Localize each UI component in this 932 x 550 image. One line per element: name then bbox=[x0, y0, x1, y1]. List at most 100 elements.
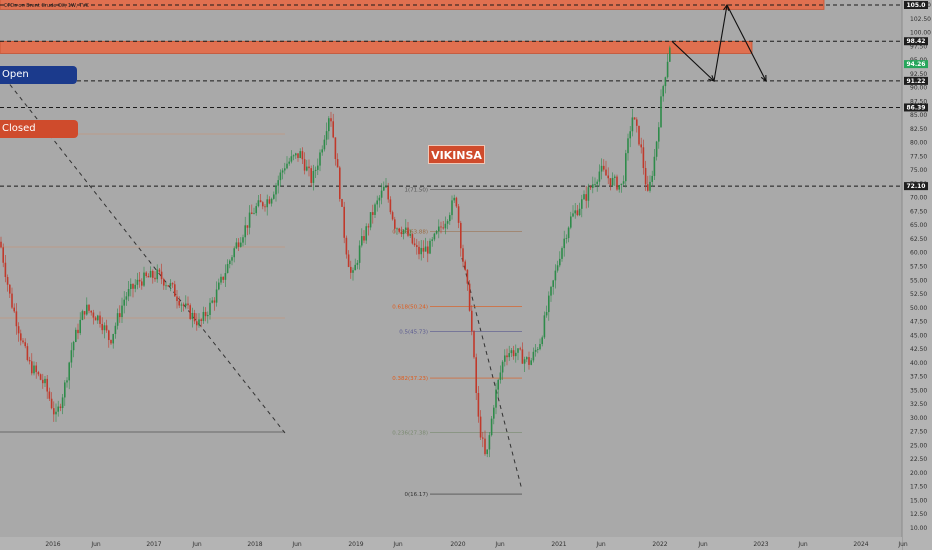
fib-level-label: 0.5(45.73) bbox=[399, 329, 428, 335]
price-label-text: 91.22 bbox=[907, 78, 926, 85]
candle-body bbox=[497, 379, 499, 390]
candle-body bbox=[649, 181, 651, 191]
candle-body bbox=[572, 213, 574, 217]
candle-body bbox=[64, 382, 66, 398]
candle-body bbox=[218, 282, 220, 290]
candle-body bbox=[299, 151, 301, 158]
brand-label: VIKINSA bbox=[428, 145, 485, 164]
price-tick-label: 90.00 bbox=[910, 85, 927, 92]
candle-body bbox=[422, 247, 425, 252]
candle-body bbox=[231, 257, 233, 261]
candle-body bbox=[119, 313, 121, 318]
price-tick-label: 40.00 bbox=[910, 360, 927, 367]
price-tick-label: 17.50 bbox=[910, 484, 927, 491]
candle-body bbox=[312, 170, 315, 183]
candle-body bbox=[563, 238, 565, 249]
candle-body bbox=[457, 206, 460, 223]
price-label-box bbox=[904, 1, 928, 9]
candle-body bbox=[394, 219, 396, 229]
candle-body bbox=[429, 240, 431, 254]
candle-body bbox=[182, 304, 185, 306]
candle-body bbox=[556, 265, 559, 271]
candle-body bbox=[59, 406, 62, 409]
price-tick-label: 37.50 bbox=[910, 374, 927, 381]
candle-body bbox=[653, 156, 656, 176]
candle-body bbox=[339, 167, 341, 200]
candle-body bbox=[143, 272, 145, 286]
candle-body bbox=[378, 197, 381, 201]
candle-body bbox=[277, 180, 279, 186]
candle-body bbox=[662, 86, 664, 97]
time-tick-label: 2021 bbox=[551, 541, 566, 548]
candle-body bbox=[279, 172, 282, 181]
fib-level-label: 1(71.50) bbox=[404, 187, 428, 193]
candle-body bbox=[627, 138, 629, 154]
candle-body bbox=[369, 212, 372, 228]
resistance-zone bbox=[0, 40, 753, 54]
candle-body bbox=[158, 269, 161, 272]
candle-body bbox=[405, 227, 407, 230]
candle-body bbox=[666, 61, 669, 78]
price-label-box bbox=[904, 182, 928, 191]
candle-body bbox=[545, 312, 548, 316]
price-tick-label: 55.00 bbox=[910, 277, 927, 284]
candle-body bbox=[46, 378, 48, 392]
candle-body bbox=[200, 319, 202, 321]
price-tick-label: 97.50 bbox=[910, 43, 927, 50]
candle-body bbox=[598, 171, 601, 182]
candle-body bbox=[554, 270, 557, 281]
candle-body bbox=[534, 349, 537, 352]
candle-body bbox=[372, 212, 374, 215]
candle-body bbox=[2, 247, 4, 263]
candle-body bbox=[528, 357, 530, 365]
time-tick-label: Jun bbox=[897, 541, 908, 548]
price-tick-label: 47.50 bbox=[910, 319, 927, 326]
candle-body bbox=[561, 248, 563, 259]
candle-body bbox=[101, 323, 103, 331]
candle-body bbox=[669, 47, 671, 62]
price-tick-label: 92.50 bbox=[910, 71, 927, 78]
candle-body bbox=[226, 264, 229, 274]
candle-body bbox=[354, 264, 356, 271]
candle-body bbox=[620, 183, 623, 186]
candle-body bbox=[97, 315, 99, 321]
candle-body bbox=[385, 186, 387, 188]
candle-body bbox=[499, 372, 502, 380]
candle-body bbox=[156, 269, 158, 280]
price-tick-label: 32.50 bbox=[910, 401, 927, 408]
candle-body bbox=[490, 418, 493, 436]
candle-body bbox=[72, 341, 75, 351]
candle-body bbox=[640, 144, 642, 148]
candle-body bbox=[550, 286, 552, 296]
time-tick-label: Jun bbox=[90, 541, 101, 548]
projection-arrowhead bbox=[760, 74, 767, 83]
candle-body bbox=[570, 216, 572, 228]
candle-body bbox=[20, 333, 22, 341]
candle-body bbox=[464, 261, 466, 270]
candle-body bbox=[121, 305, 123, 318]
candle-body bbox=[145, 272, 147, 277]
open-button[interactable]: Open bbox=[0, 66, 77, 84]
candle-body bbox=[451, 200, 453, 216]
candle-body bbox=[521, 349, 524, 364]
candle-body bbox=[213, 300, 216, 303]
price-label-box bbox=[904, 60, 928, 69]
candle-body bbox=[22, 340, 24, 343]
candle-body bbox=[286, 163, 288, 169]
candle-body bbox=[77, 329, 79, 334]
candle-body bbox=[196, 321, 198, 326]
candle-body bbox=[345, 237, 348, 255]
closed-button[interactable]: Closed bbox=[0, 120, 78, 138]
candle-body bbox=[284, 168, 286, 171]
candle-body bbox=[473, 331, 475, 358]
price-tick-label: 102.50 bbox=[910, 16, 931, 23]
candle-body bbox=[167, 285, 169, 287]
candle-body bbox=[187, 303, 189, 306]
candle-body bbox=[453, 197, 455, 201]
candle-body bbox=[6, 277, 9, 285]
candle-body bbox=[609, 178, 612, 186]
candle-body bbox=[638, 125, 640, 145]
candle-body bbox=[31, 361, 33, 374]
candle-body bbox=[622, 181, 625, 184]
